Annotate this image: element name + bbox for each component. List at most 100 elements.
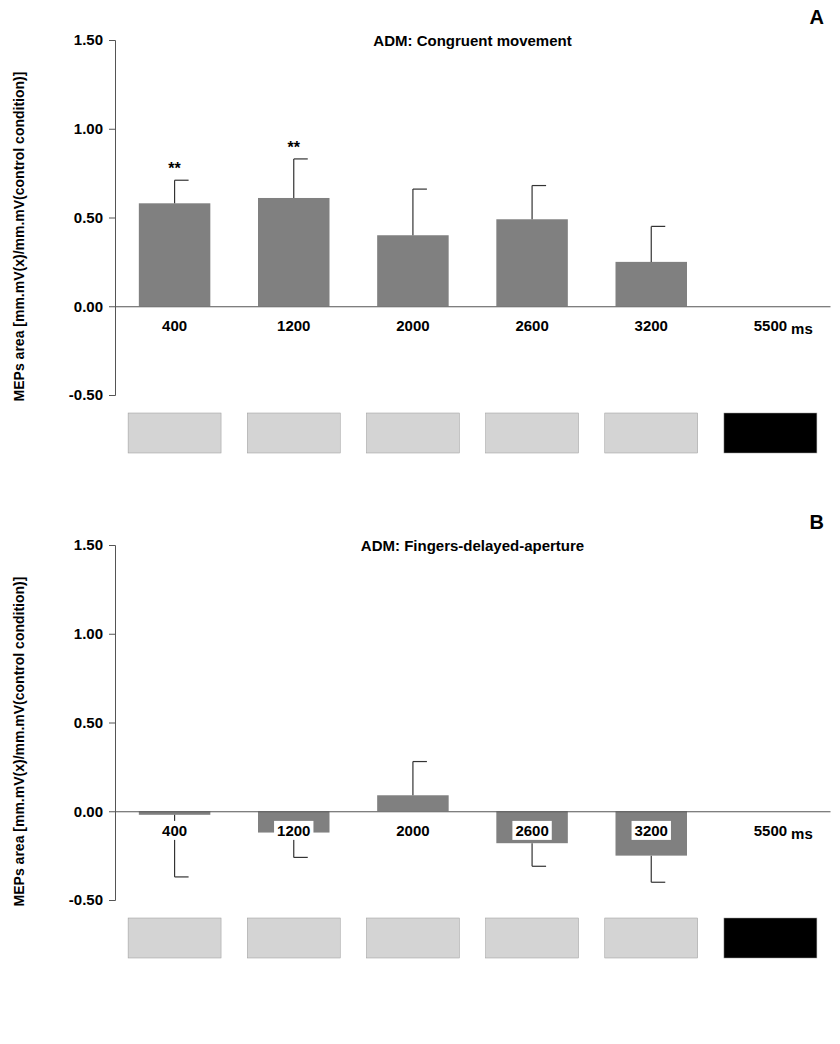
- stimulus-frame: [486, 918, 579, 958]
- y-tick-mark: [109, 40, 115, 41]
- x-tick: 400: [159, 306, 190, 335]
- y-tick-label: 1.50: [74, 31, 103, 48]
- significance: **: [168, 160, 181, 177]
- label-patch: [274, 821, 313, 840]
- y-tick-mark: [109, 900, 115, 901]
- y-tick-mark: [109, 306, 115, 307]
- label-patch: [274, 316, 313, 335]
- x-tick: 2000: [393, 306, 432, 335]
- label-patch: [159, 316, 190, 335]
- y-tick-mark: [109, 218, 115, 219]
- x-tick: 3200: [632, 811, 671, 840]
- error-line: [174, 180, 175, 203]
- significance: **: [288, 139, 301, 156]
- y-axis-line: [109, 546, 116, 901]
- stimulus-frame: [724, 918, 817, 958]
- bar: [496, 811, 568, 843]
- stimulus-frame: [366, 918, 459, 958]
- bar: [377, 235, 449, 306]
- x-tick: 2600: [512, 306, 551, 335]
- error-cap: [413, 189, 427, 190]
- y-tick: 1.50: [74, 31, 115, 48]
- title: ADM: Fingers-delayed-aperture: [361, 537, 584, 554]
- y-tick-label: 0.00: [74, 803, 103, 820]
- stimulus-frame: [605, 413, 698, 453]
- error-bar: [413, 189, 427, 235]
- x-axis: 400 1200 2000 2600 3200 5500: [116, 811, 831, 840]
- error-line: [531, 843, 532, 866]
- stimulus-frame: [247, 413, 340, 453]
- y-tick: 0.00: [74, 803, 115, 820]
- x-tick-label: 400: [162, 822, 187, 839]
- y-tick: 0.00: [74, 298, 115, 315]
- x-axis-title: ms: [791, 825, 813, 842]
- panel: -0.500.000.501.001.504001200200026003200…: [11, 511, 831, 958]
- x-tick-label: 2000: [396, 822, 429, 839]
- error-line: [412, 762, 413, 796]
- x-tick: 3200: [632, 306, 671, 335]
- x-axis-line: [116, 811, 831, 812]
- stimulus-frame: [605, 918, 698, 958]
- thumbnails: [128, 413, 817, 453]
- error-cap: [175, 180, 189, 181]
- y-axis: -0.500.000.501.001.50: [69, 31, 116, 403]
- error-cap: [532, 185, 546, 186]
- error-bar: [532, 186, 546, 220]
- error-bar: [651, 856, 665, 883]
- y-tick-mark: [109, 634, 115, 635]
- y-tick-label: 0.00: [74, 298, 103, 315]
- label-patch: [632, 821, 671, 840]
- error-cap: [532, 866, 546, 867]
- error-bar: [651, 226, 665, 262]
- x-axis: 400 1200 2000 2600 3200 5500: [116, 306, 831, 335]
- x-tick: 2600: [512, 811, 551, 840]
- error-cap: [294, 857, 308, 858]
- y-tick-label: 1.00: [74, 625, 103, 642]
- y-tick-mark: [109, 395, 115, 396]
- x-tick-label: 1200: [277, 822, 310, 839]
- bars: [139, 762, 687, 883]
- stimulus-frame: [128, 413, 221, 453]
- stimulus-frame: [486, 413, 579, 453]
- panel-label: B: [810, 511, 824, 533]
- y-tick: 1.00: [74, 625, 115, 642]
- label-patch: [393, 821, 432, 840]
- y-tick-label: 0.50: [74, 209, 103, 226]
- error-cap: [413, 761, 427, 762]
- x-axis-title: ms: [791, 320, 813, 337]
- panel-label: A: [810, 6, 824, 28]
- x-tick-label: 1200: [277, 317, 310, 334]
- bar: [377, 795, 449, 811]
- chart-root: -0.500.000.501.001.504001200200026003200…: [0, 0, 840, 1044]
- error-bar: [294, 159, 308, 198]
- y-axis-title: MEPs area [mm.mV(x)/mm.mV(control condit…: [11, 72, 27, 402]
- error-cap: [651, 226, 665, 227]
- error-line: [531, 186, 532, 220]
- bar: [139, 203, 211, 306]
- x-tick-label: 2000: [396, 317, 429, 334]
- error-bar: [532, 843, 546, 866]
- label-patch: [751, 316, 790, 335]
- x-tick-label: 3200: [635, 822, 668, 839]
- y-tick-label: 1.00: [74, 120, 103, 137]
- bar: [258, 198, 330, 306]
- y-tick-mark: [109, 129, 115, 130]
- y-tick-mark: [109, 545, 115, 546]
- bars: [139, 159, 687, 306]
- stimulus-frame: [247, 918, 340, 958]
- bar: [616, 811, 688, 855]
- stimulus-frame: [128, 918, 221, 958]
- error-bar: [175, 180, 189, 203]
- error-cap: [175, 876, 189, 877]
- y-tick: 0.50: [74, 714, 115, 731]
- x-tick-label: 5500: [754, 317, 787, 334]
- error-line: [412, 189, 413, 235]
- label-patch: [512, 821, 551, 840]
- x-tick-label: 5500: [754, 822, 787, 839]
- y-tick: 1.00: [74, 120, 115, 137]
- y-tick: 1.50: [74, 536, 115, 553]
- label-patch: [751, 821, 790, 840]
- error-line: [651, 226, 652, 262]
- x-axis-line: [116, 306, 831, 307]
- x-tick-label: 2600: [515, 317, 548, 334]
